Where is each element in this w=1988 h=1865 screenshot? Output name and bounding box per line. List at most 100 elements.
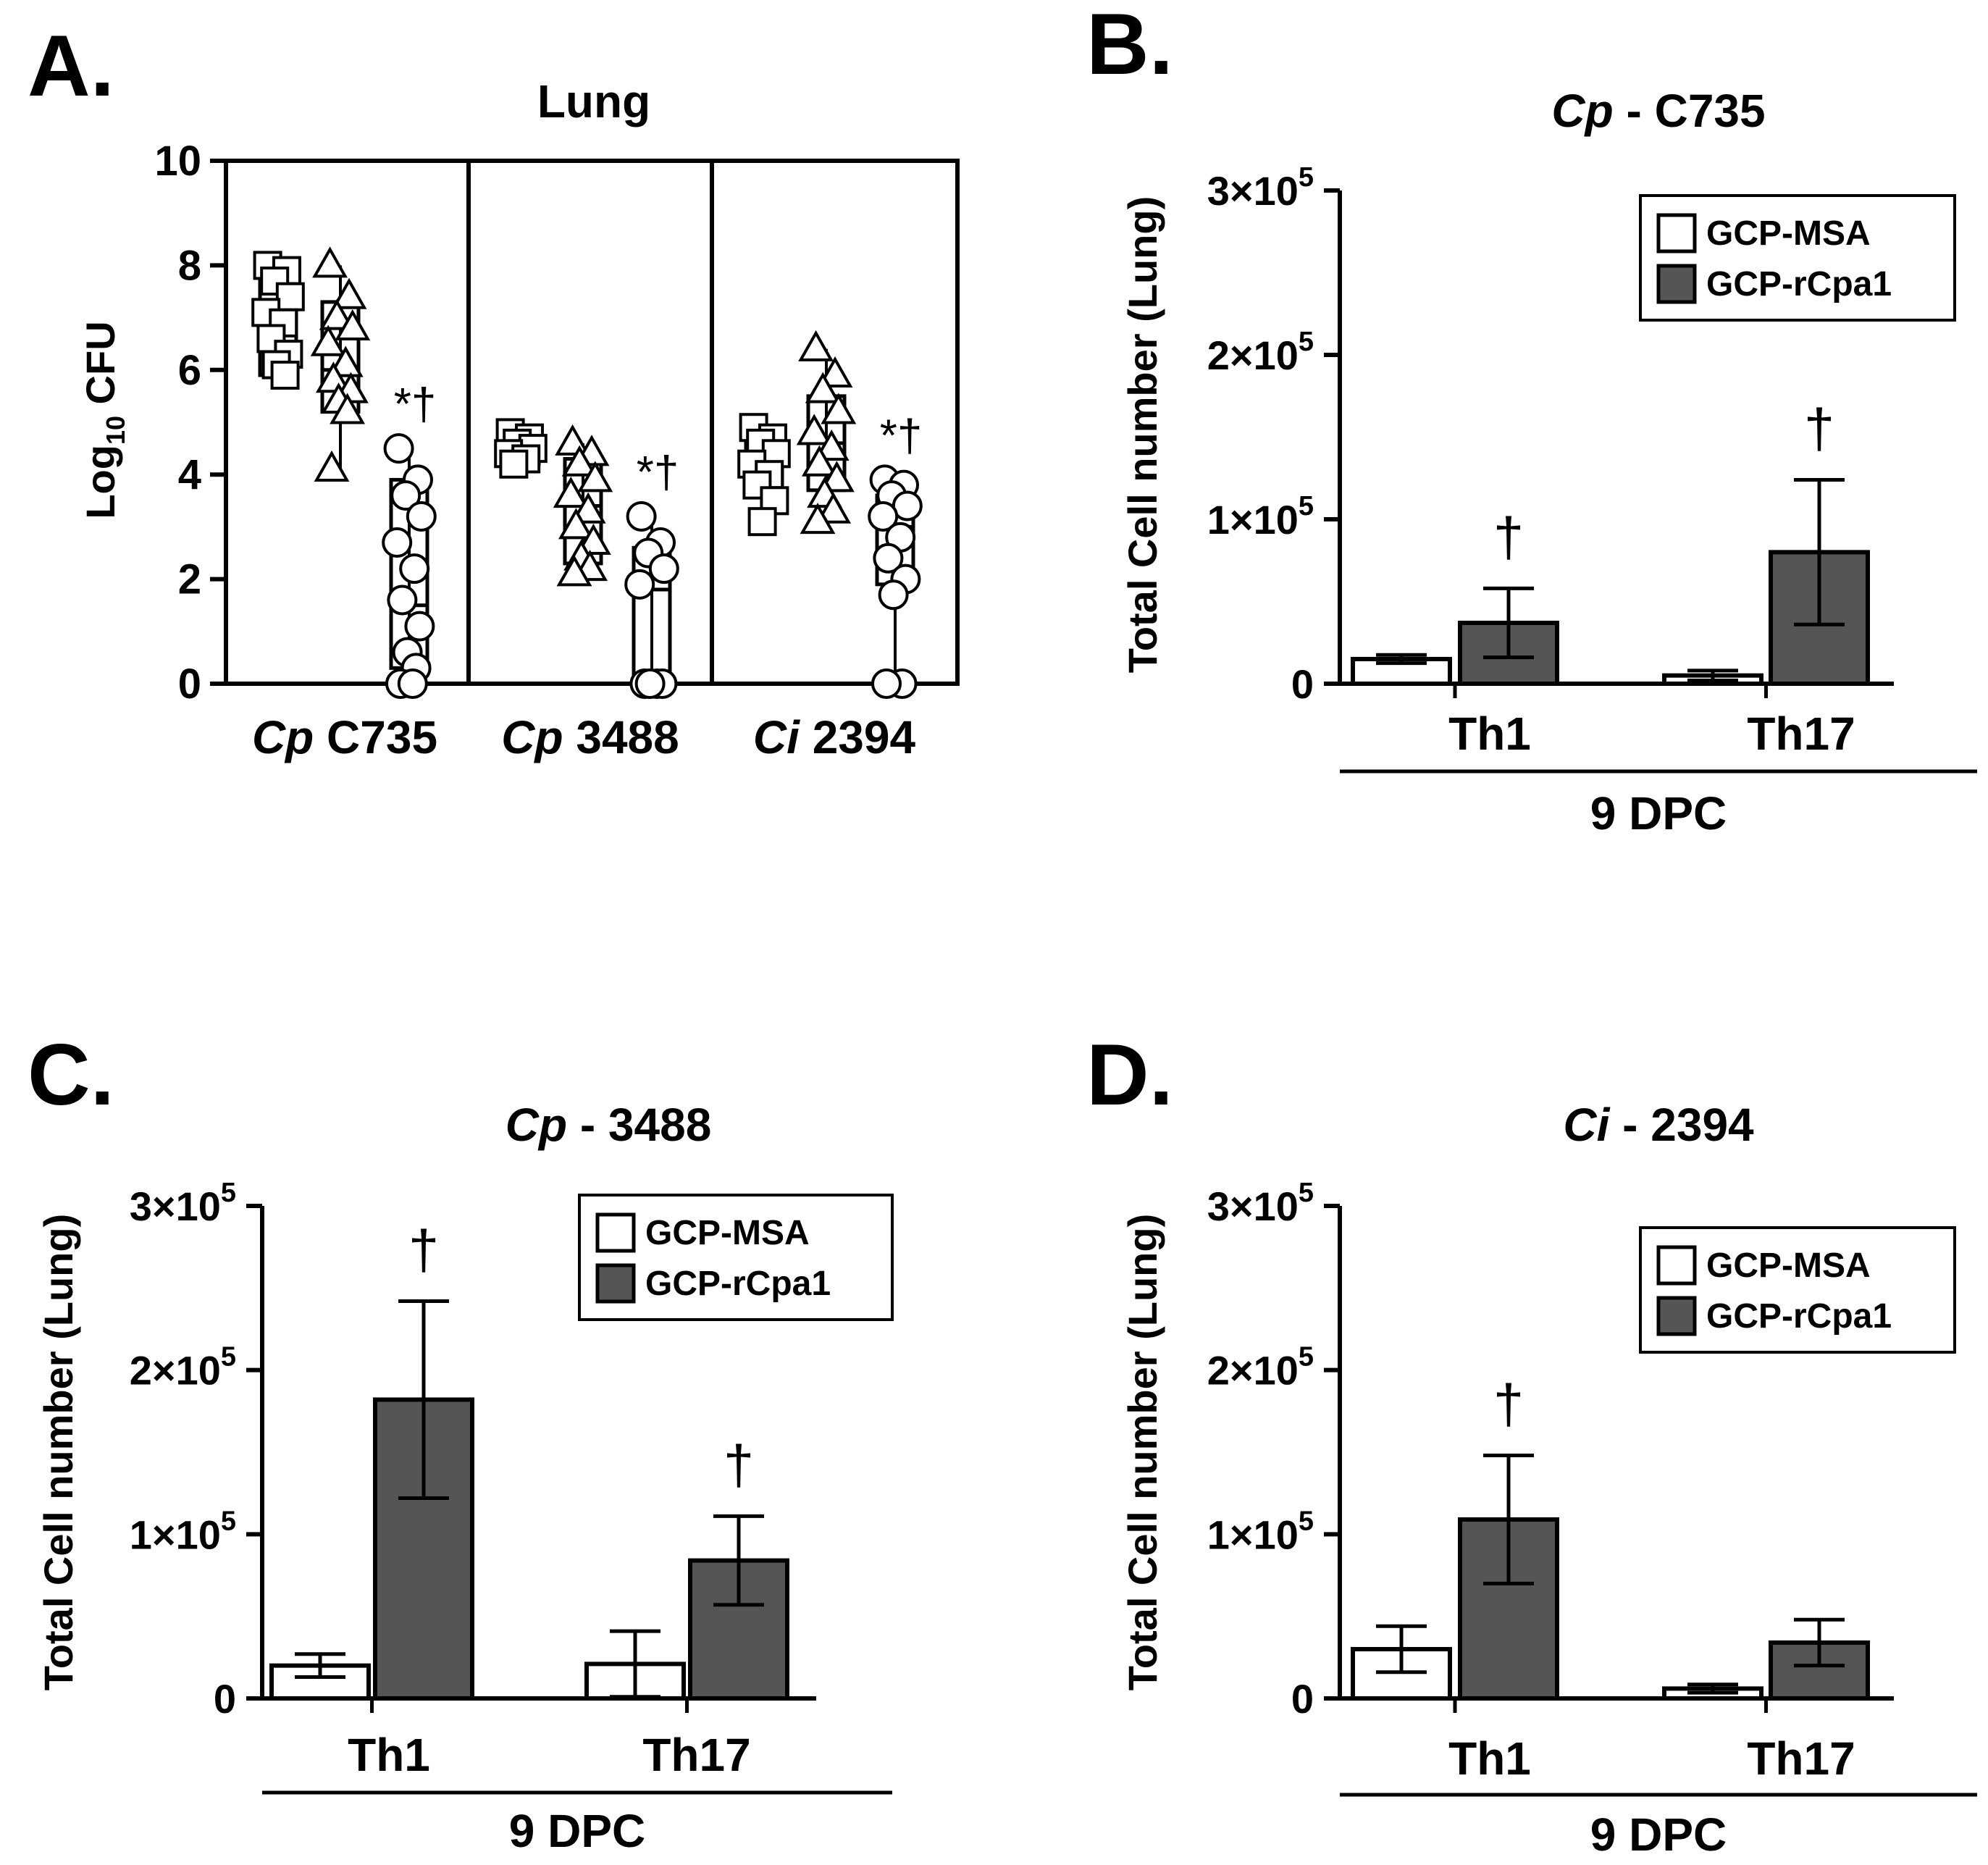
data-point	[815, 492, 852, 524]
y-tick-label: 4	[178, 451, 201, 498]
data-point	[817, 356, 853, 388]
legend-swatch-msa	[595, 1212, 636, 1253]
y-tick-label: 2	[178, 556, 201, 603]
panel-c-legend: GCP-MSA GCP-rCpa1	[578, 1194, 894, 1321]
panel-d-title: Ci - 2394	[1563, 1099, 1754, 1151]
data-point	[868, 500, 899, 532]
panel-d-x-label: Th1	[1448, 1732, 1531, 1785]
panel-d-legend: GCP-MSA GCP-rCpa1	[1639, 1226, 1956, 1354]
y-tick-label: 2×105	[1207, 327, 1314, 378]
panel-c-letter: C.	[28, 1026, 114, 1123]
panel-a: A. Lung Log10 CFU 0 2 4 6 8 10 *† *† *† Cp C735…	[28, 17, 960, 763]
data-point	[813, 429, 850, 461]
y-tick-label: 1×105	[1207, 1506, 1314, 1557]
legend-swatch-rcpa1	[1656, 264, 1697, 304]
panel-a-y-axis-label: Log10 CFU	[77, 321, 130, 519]
y-tick-label: 0	[1291, 1676, 1314, 1722]
legend-label-rcpa1: GCP-rCpa1	[1706, 265, 1892, 303]
panel-b-bars: ††	[1351, 398, 1870, 687]
panel-b-x-label: Th17	[1747, 708, 1855, 760]
data-point	[270, 361, 300, 390]
panel-c-group-label: 9 DPC	[509, 1805, 646, 1857]
significance-annotation: *†	[880, 411, 923, 461]
legend-label-msa: GCP-MSA	[645, 1214, 810, 1252]
data-point	[387, 584, 418, 616]
data-point	[878, 579, 909, 611]
panel-d-y-axis-label: Total Cell number (Lung)	[1120, 1214, 1165, 1690]
panel-b-axes: 0 1×105 2×105 3×105	[1207, 162, 1894, 707]
significance-annotation: †	[1804, 398, 1834, 460]
data-point	[556, 555, 592, 587]
y-tick-label: 3×105	[1207, 1178, 1314, 1229]
data-point	[327, 345, 364, 377]
y-tick-label: 2×105	[130, 1342, 236, 1393]
data-point	[553, 477, 589, 508]
data-point	[624, 569, 655, 600]
panel-d-axes: 0 1×105 2×105 3×105	[1207, 1178, 1894, 1722]
significance-annotation: *†	[637, 448, 679, 498]
data-point	[871, 669, 902, 699]
panel-c-y-axis-label: Total Cell number (Lung)	[35, 1214, 81, 1690]
panel-b-title: Cp - C735	[1551, 85, 1765, 137]
panel-c-x-label: Th17	[642, 1729, 750, 1781]
data-point	[399, 553, 430, 584]
y-tick-label: 1×105	[130, 1506, 236, 1557]
data-point	[397, 669, 428, 699]
legend-label-rcpa1: GCP-rCpa1	[1706, 1297, 1892, 1336]
data-point	[796, 414, 832, 445]
data-point	[319, 298, 355, 330]
data-point	[315, 361, 351, 393]
panel-c-bars: ††	[269, 1219, 789, 1701]
y-tick-label: 3×105	[1207, 162, 1314, 214]
data-point	[634, 669, 666, 699]
panel-d-letter: D.	[1086, 1026, 1173, 1123]
panel-c-x-label: Th1	[348, 1729, 430, 1781]
data-point	[805, 372, 841, 403]
data-point	[801, 445, 837, 477]
y-tick-label: 10	[154, 138, 201, 185]
significance-annotation: *†	[394, 380, 437, 429]
data-point	[406, 500, 437, 532]
x-group-label: Ci 2394	[753, 711, 916, 763]
panel-a-data-marks: *† *† *†	[251, 246, 923, 699]
legend-swatch-msa	[1656, 1245, 1697, 1286]
data-point	[558, 508, 594, 540]
legend-label-rcpa1: GCP-rCpa1	[645, 1265, 831, 1303]
data-point	[330, 393, 366, 424]
data-point	[747, 507, 777, 537]
data-point	[798, 330, 834, 361]
panel-b-y-axis-label: Total Cell number (Lung)	[1120, 196, 1165, 673]
y-tick-label: 0	[1291, 661, 1314, 707]
data-point	[821, 393, 857, 424]
y-tick-label: 0	[214, 1676, 236, 1722]
panel-a-y-ticks: 0 2 4 6 8 10	[154, 138, 226, 708]
significance-annotation: †	[408, 1219, 439, 1281]
data-point	[331, 277, 367, 309]
panel-a-plot-frame	[224, 159, 960, 686]
data-point	[383, 433, 414, 464]
panel-a-title: Lung	[537, 75, 650, 127]
significance-annotation: †	[1493, 506, 1524, 568]
data-point	[390, 480, 421, 511]
legend-swatch-rcpa1	[595, 1263, 636, 1304]
panel-c-title: Cp - 3488	[506, 1099, 712, 1151]
x-group-label: Cp C735	[252, 711, 437, 763]
y-tick-label: 8	[178, 242, 201, 289]
bar	[1351, 656, 1452, 687]
data-point	[499, 449, 529, 479]
panel-b-x-label: Th1	[1448, 708, 1531, 760]
data-point	[314, 450, 350, 482]
data-point	[800, 503, 836, 535]
legend-swatch-msa	[1656, 213, 1697, 253]
panel-d-x-label: Th17	[1747, 1732, 1855, 1785]
significance-annotation: †	[1493, 1374, 1524, 1436]
y-tick-label: 1×105	[1207, 491, 1314, 542]
data-point	[626, 500, 657, 532]
data-point	[312, 246, 348, 278]
panel-b-letter: B.	[1086, 0, 1173, 93]
data-point	[404, 611, 435, 642]
data-point	[382, 527, 413, 558]
legend-label-msa: GCP-MSA	[1706, 1246, 1871, 1285]
significance-annotation: †	[724, 1434, 754, 1496]
